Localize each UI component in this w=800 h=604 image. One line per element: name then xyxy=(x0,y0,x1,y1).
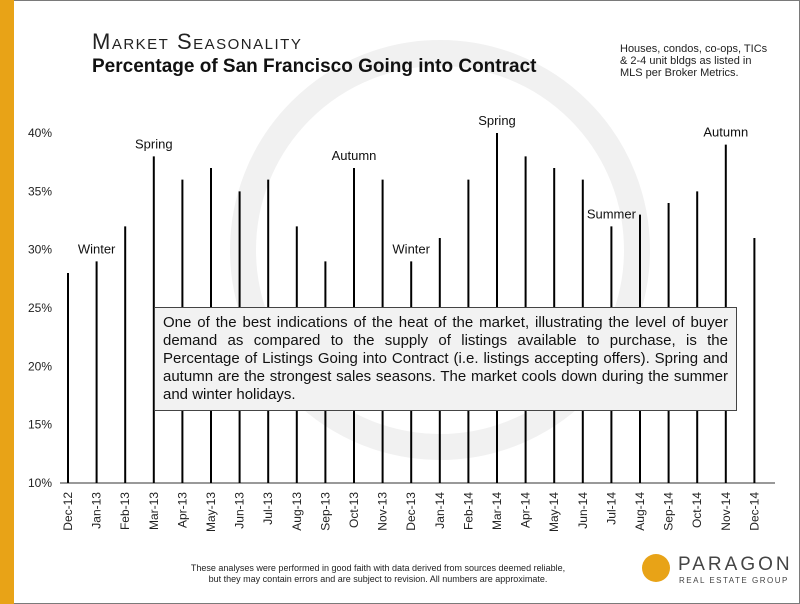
x-tick-label: Jun-14 xyxy=(576,492,590,529)
season-annotation: Winter xyxy=(392,241,430,256)
x-tick-label: Mar-13 xyxy=(147,492,161,530)
disclaimer: These analyses were performed in good fa… xyxy=(190,563,566,584)
paragon-logo: PARAGON REAL ESTATE GROUP xyxy=(642,552,792,592)
x-tick-label: Feb-14 xyxy=(461,492,475,530)
x-tick-label: Apr-14 xyxy=(519,492,533,528)
y-tick-label: 35% xyxy=(28,184,52,198)
x-tick-label: Jul-14 xyxy=(604,492,618,525)
x-tick-label: May-14 xyxy=(547,492,561,532)
x-tick-label: Oct-14 xyxy=(690,492,704,528)
explanation-textbox: One of the best indications of the heat … xyxy=(154,307,737,411)
y-tick-label: 30% xyxy=(28,243,52,257)
x-tick-label: Mar-14 xyxy=(490,492,504,530)
season-annotation: Autumn xyxy=(703,125,748,140)
x-tick-label: Nov-13 xyxy=(376,492,390,531)
x-tick-label: Dec-13 xyxy=(404,492,418,531)
x-tick-label: Jan-14 xyxy=(433,492,447,529)
x-tick-label: Aug-13 xyxy=(290,492,304,531)
y-tick-label: 20% xyxy=(28,359,52,373)
title-block: Market Seasonality Percentage of San Fra… xyxy=(92,30,536,78)
chart-subtitle: Percentage of San Francisco Going into C… xyxy=(92,56,537,77)
x-tick-label: Sep-14 xyxy=(662,492,676,531)
x-tick-label: Jan-13 xyxy=(90,492,104,529)
x-tick-label: Jun-13 xyxy=(233,492,247,529)
y-tick-label: 40% xyxy=(28,126,52,140)
x-tick-label: Nov-14 xyxy=(719,492,733,531)
x-tick-label: Jul-13 xyxy=(261,492,275,525)
x-tick-label: Dec-14 xyxy=(747,492,761,531)
y-tick-label: 25% xyxy=(28,301,52,315)
logo-tagline: REAL ESTATE GROUP xyxy=(679,576,789,585)
data-source-note: Houses, condos, co-ops, TICs & 2-4 unit … xyxy=(620,43,768,79)
logo-icon xyxy=(642,554,670,582)
season-annotation: Winter xyxy=(78,241,116,256)
season-annotation: Spring xyxy=(478,113,516,128)
season-annotation: Spring xyxy=(135,136,173,151)
y-tick-label: 15% xyxy=(28,418,52,432)
y-tick-label: 10% xyxy=(28,476,52,490)
season-annotation: Summer xyxy=(587,206,637,221)
season-annotation: Autumn xyxy=(332,148,377,163)
x-tick-label: Oct-13 xyxy=(347,492,361,528)
accent-bar xyxy=(0,0,14,604)
x-tick-label: May-13 xyxy=(204,492,218,532)
chart-title: Market Seasonality xyxy=(92,29,303,54)
x-tick-label: Apr-13 xyxy=(175,492,189,528)
x-tick-label: Dec-12 xyxy=(61,492,75,531)
logo-name: PARAGON xyxy=(678,554,793,575)
x-tick-label: Sep-13 xyxy=(318,492,332,531)
x-tick-label: Aug-14 xyxy=(633,492,647,531)
x-tick-label: Feb-13 xyxy=(118,492,132,530)
